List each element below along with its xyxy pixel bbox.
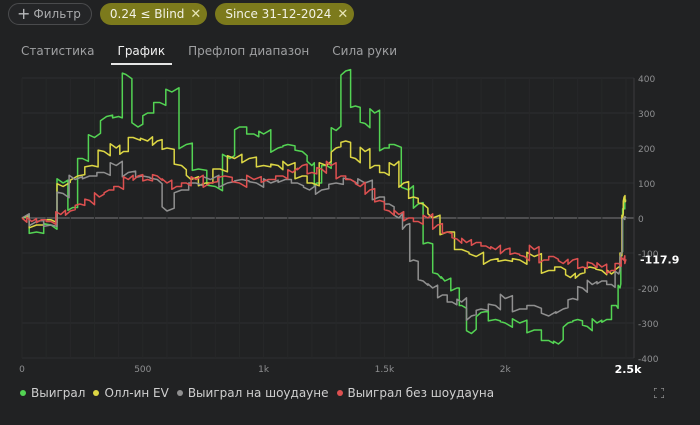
series-line-3 (21, 160, 627, 275)
close-icon[interactable]: ✕ (337, 6, 349, 22)
x-last-label: 2.5k (615, 363, 642, 376)
tab-hand-strength[interactable]: Сила руки (332, 44, 398, 58)
chart-axis-labels: 400 300 200 100 0 -100 -200 -300 -400 0 500 1k 1.5k 2… (19, 75, 679, 376)
plus-icon: + (17, 4, 31, 23)
legend-swatch (20, 390, 26, 396)
filter-chip-label: 0.24 ≤ Blind (109, 7, 185, 21)
x-tick-label: 500 (134, 365, 151, 375)
legend-label: Выиграл на шоудауне (187, 386, 329, 400)
add-filter-label: Фильтр (33, 7, 81, 21)
filter-chip-date[interactable]: Since 31-12-2024 ✕ (215, 3, 355, 25)
legend-swatch (176, 390, 183, 396)
close-icon[interactable]: ✕ (190, 6, 202, 22)
legend-label: Олл-ин EV (104, 386, 169, 400)
x-tick-label: 2k (500, 365, 512, 375)
y-tick-label: 400 (638, 75, 655, 85)
legend-label: Выиграл (31, 386, 86, 400)
tab-graph[interactable]: График (110, 38, 173, 65)
y-tick-label: 100 (638, 180, 655, 190)
tab-preflop-range[interactable]: Префлоп диапазон (188, 44, 310, 58)
legend-item-won[interactable]: Выиграл (20, 386, 85, 400)
chart-legend: Выиграл Олл-ин EV Выиграл на шоудауне Вы… (20, 386, 502, 400)
expand-icon[interactable] (654, 388, 664, 398)
legend-item-non-showdown[interactable]: Выиграл без шоудауна (336, 386, 495, 400)
series-line-2 (21, 160, 627, 321)
filter-chip-label: Since 31-12-2024 (225, 7, 332, 21)
legend-swatch (336, 390, 343, 396)
y-tick-label: -100 (638, 250, 659, 260)
series-line-1 (21, 136, 627, 279)
legend-swatch (93, 390, 100, 396)
chart-grid (21, 77, 635, 359)
add-filter-button[interactable]: + Фильтр (8, 3, 92, 25)
filter-chip-blind[interactable]: 0.24 ≤ Blind ✕ (99, 3, 208, 25)
tab-bar: Статистика График Префлоп диапазон Сила … (14, 38, 413, 65)
y-tick-label: 300 (638, 110, 655, 120)
chart-series (21, 68, 627, 345)
series-line-0 (21, 68, 627, 345)
legend-item-showdown[interactable]: Выиграл на шоудауне (176, 386, 329, 400)
legend-item-allin-ev[interactable]: Олл-ин EV (93, 386, 169, 400)
y-tick-label: 0 (638, 215, 644, 225)
legend-label: Выиграл без шоудауна (347, 386, 495, 400)
y-tick-label: -200 (638, 285, 659, 295)
winnings-chart: 400 300 200 100 0 -100 -200 -300 -400 0 500 1k 1.5k 2… (19, 68, 679, 376)
filter-bar: + Фильтр 0.24 ≤ Blind ✕ Since 31-12-2024… (8, 3, 355, 27)
y-tick-label: -300 (638, 320, 659, 330)
y-tick-label: 200 (638, 145, 655, 155)
y-tick-label: -400 (638, 355, 659, 365)
current-value-label: -117.9 (640, 253, 679, 266)
tab-statistics[interactable]: Статистика (21, 44, 95, 58)
x-tick-label: 0 (19, 365, 25, 375)
x-tick-label: 1k (258, 365, 270, 375)
x-tick-label: 1.5k (375, 365, 395, 375)
